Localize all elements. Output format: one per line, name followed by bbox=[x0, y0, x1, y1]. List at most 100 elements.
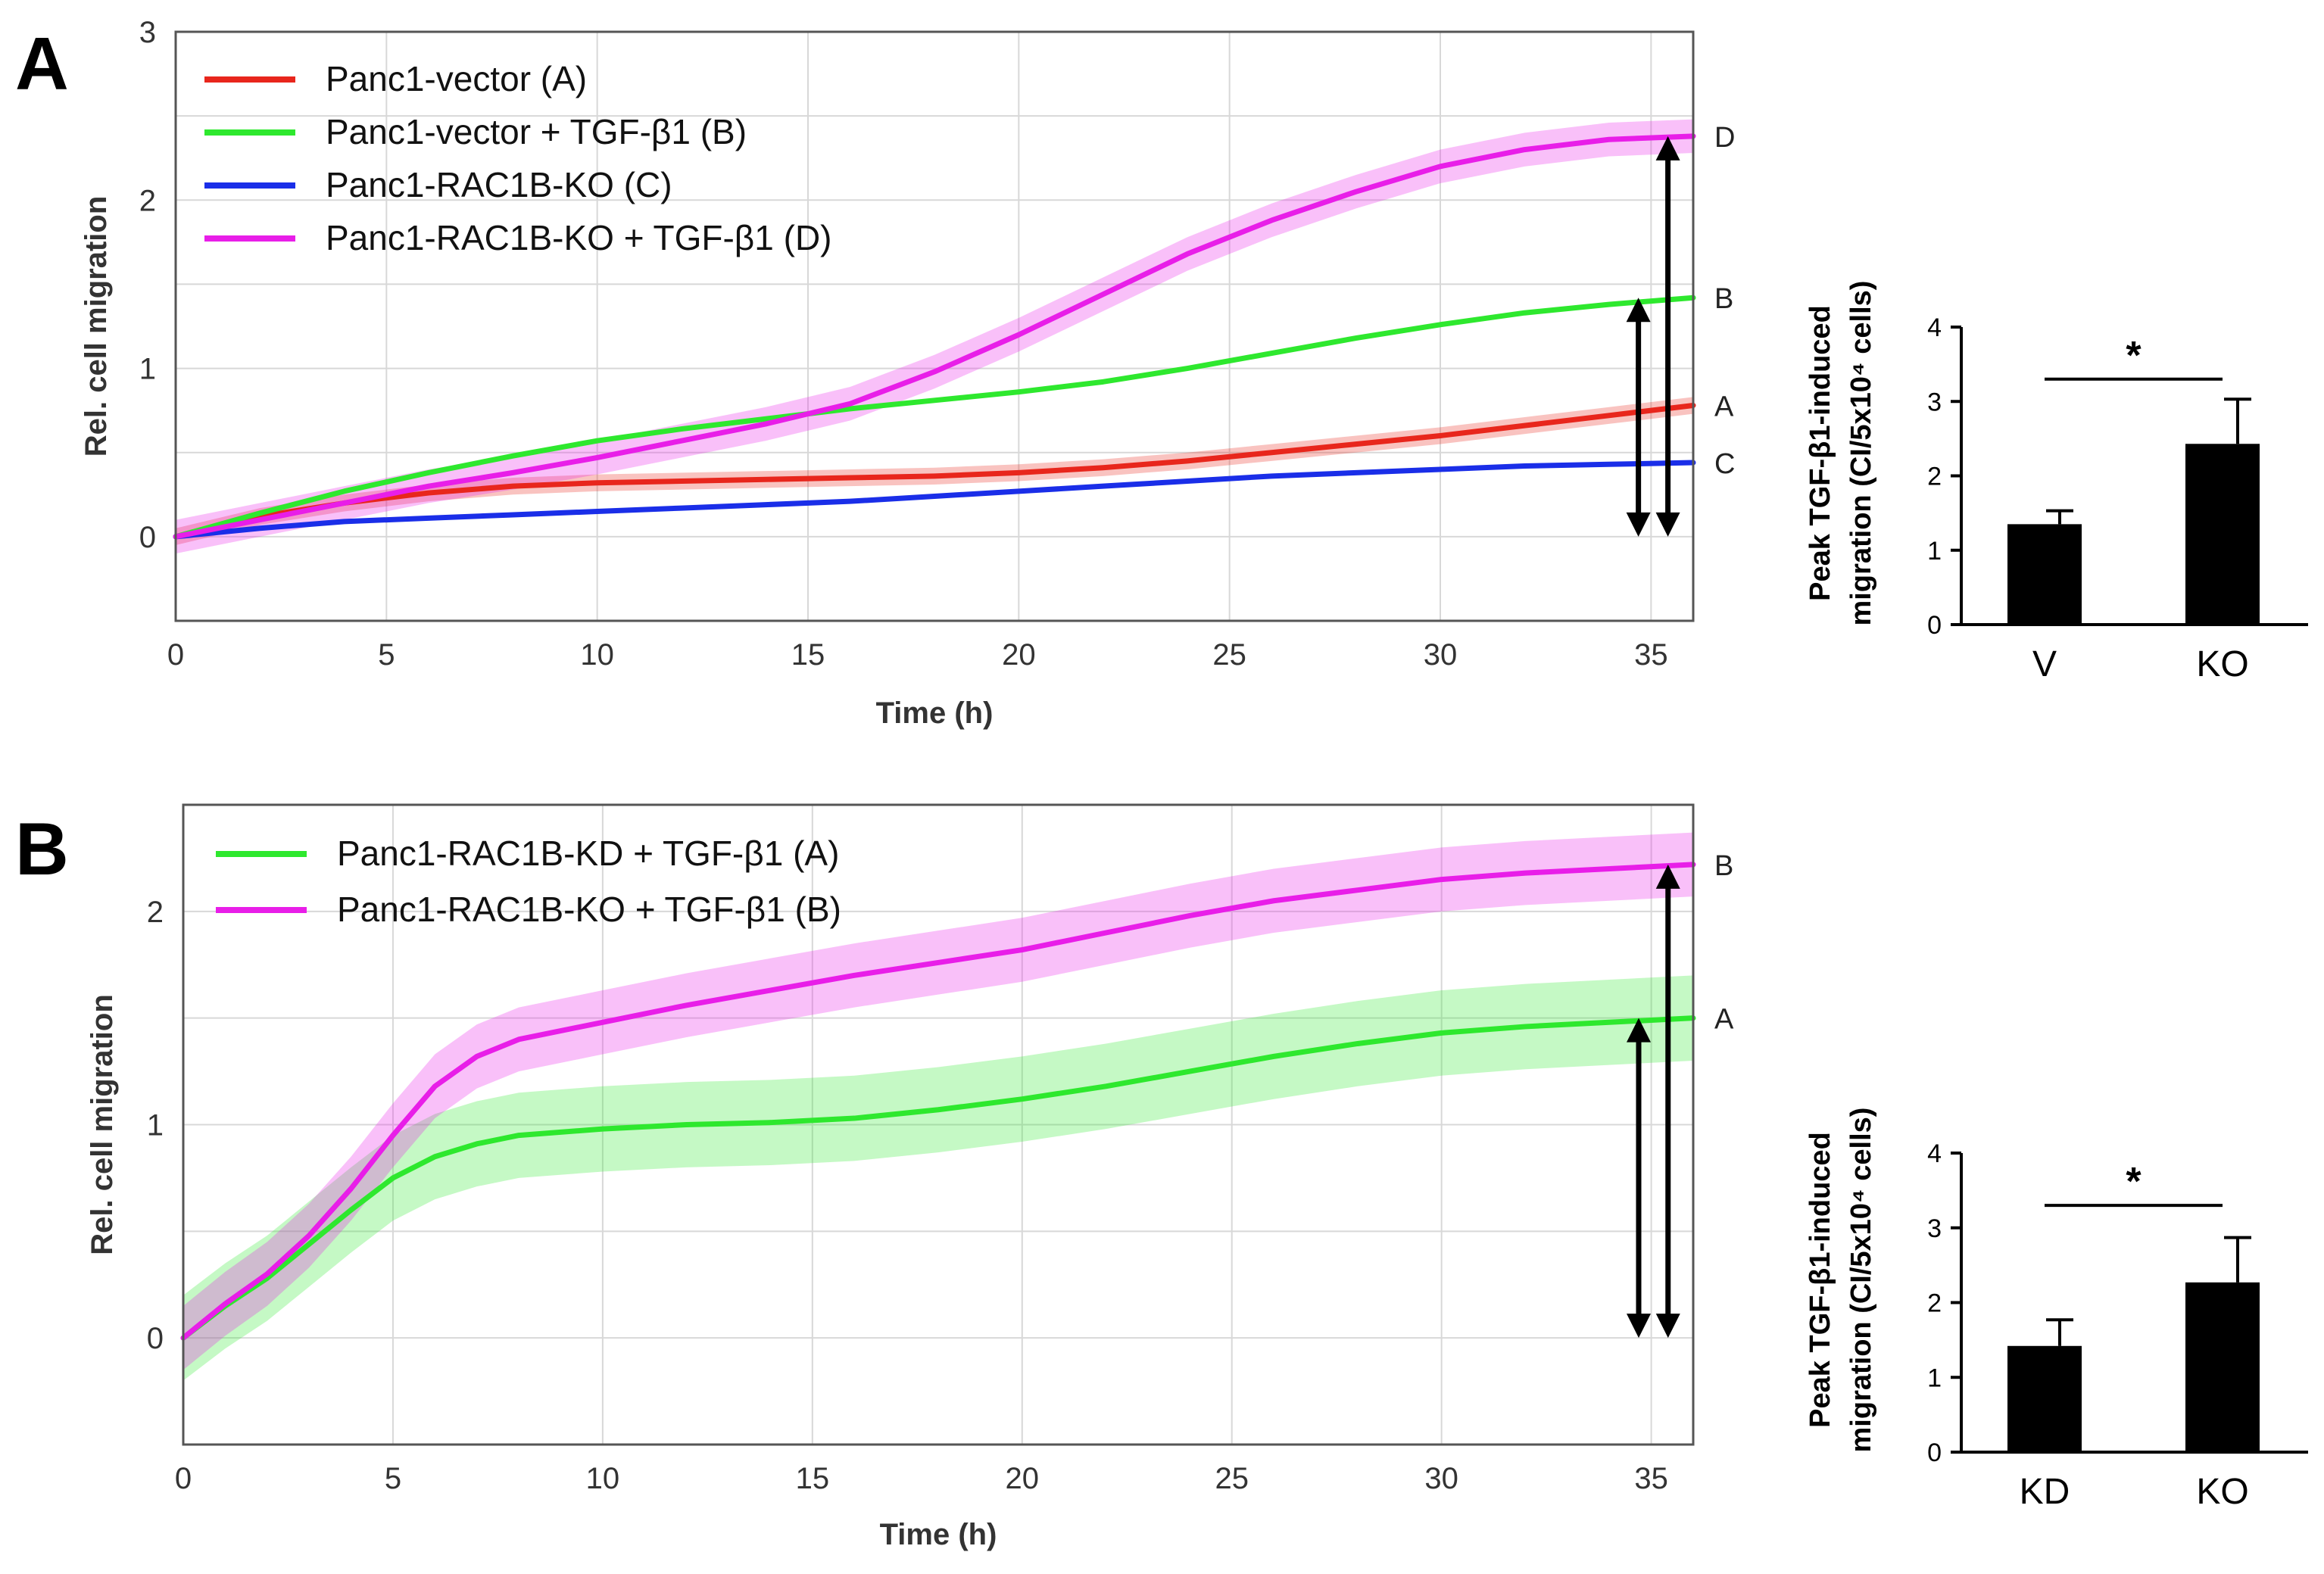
x-tick-labels: 0 5 10 15 20 25 30 35 bbox=[167, 638, 1668, 672]
x-tick-label: 25 bbox=[1215, 1462, 1249, 1495]
series-end-labels: A B C D bbox=[1714, 122, 1735, 480]
error-bands bbox=[183, 832, 1693, 1381]
bar-y-tick-labels: 0 1 2 3 4 bbox=[1927, 1139, 1942, 1467]
bar-category-label: KO bbox=[2196, 644, 2248, 684]
y-tick-label: 1 bbox=[139, 353, 156, 386]
legend: Panc1-vector (A) Panc1-vector + TGF-β1 (B… bbox=[204, 59, 831, 257]
series-lines bbox=[180, 862, 1696, 1341]
x-tick-label: 0 bbox=[175, 1462, 192, 1495]
panel-label: A bbox=[15, 22, 69, 105]
x-tick-label: 20 bbox=[1002, 638, 1036, 672]
error-band bbox=[176, 119, 1693, 554]
bar-chart: 0 1 2 3 4 KD KO * Peak TGF-β1-induced migrati… bbox=[1805, 1108, 2308, 1512]
x-tick-label: 15 bbox=[796, 1462, 830, 1495]
series-line bbox=[180, 862, 1696, 1341]
y-axis-label: Rel. cell migration bbox=[80, 196, 113, 457]
series-line bbox=[173, 295, 1696, 540]
significance-star: * bbox=[2126, 1160, 2142, 1204]
bar-category-label: V bbox=[2032, 644, 2057, 684]
line-chart: 0 5 10 15 20 25 30 35 0 1 2 3 A B C D Panc1-vector (A… bbox=[80, 16, 1735, 730]
legend-label: Panc1-vector + TGF-β1 (B) bbox=[326, 112, 747, 151]
arrow-head-up bbox=[1626, 1018, 1651, 1043]
grid bbox=[175, 31, 1693, 622]
series-line bbox=[173, 133, 1696, 540]
x-axis-label: Time (h) bbox=[880, 1518, 997, 1551]
x-tick-label: 10 bbox=[586, 1462, 620, 1495]
bar-y-tick-label: 0 bbox=[1927, 611, 1942, 640]
y-tick-labels: 0 1 2 bbox=[147, 896, 164, 1355]
bars bbox=[2007, 1236, 2260, 1452]
bar-axes bbox=[1951, 326, 2308, 626]
x-tick-label: 15 bbox=[791, 638, 825, 672]
x-tick-label: 0 bbox=[167, 638, 184, 672]
bar-y-axis-label-line1: Peak TGF-β1-induced bbox=[1805, 305, 1836, 601]
arrow-head-down bbox=[1626, 1314, 1651, 1339]
legend-label: Panc1-RAC1B-KO + TGF-β1 (D) bbox=[326, 218, 831, 257]
series-end-label: C bbox=[1714, 448, 1735, 480]
panel-label: B bbox=[15, 807, 69, 890]
bar bbox=[2185, 1282, 2260, 1452]
bar-y-tick-label: 3 bbox=[1927, 1214, 1942, 1243]
bar-y-axis-label-line2: migration (CI/5x10⁴ cells) bbox=[1845, 281, 1877, 626]
y-tick-label: 3 bbox=[139, 16, 156, 49]
series-end-label: A bbox=[1714, 1004, 1734, 1036]
difference-arrows bbox=[1626, 136, 1680, 537]
y-tick-label: 2 bbox=[147, 896, 164, 929]
arrow-head-up bbox=[1655, 864, 1680, 889]
y-axis-label: Rel. cell migration bbox=[86, 994, 119, 1255]
bar-category-label: KO bbox=[2196, 1472, 2248, 1512]
series-end-label: D bbox=[1714, 122, 1735, 154]
bar-category-label: KD bbox=[2020, 1472, 2070, 1512]
bar-y-tick-label: 4 bbox=[1927, 313, 1942, 342]
x-tick-label: 5 bbox=[378, 638, 395, 672]
x-tick-label: 25 bbox=[1212, 638, 1246, 672]
series-lines bbox=[173, 133, 1696, 540]
bar-axes bbox=[1951, 1152, 2308, 1454]
x-tick-label: 35 bbox=[1634, 1462, 1668, 1495]
bars bbox=[2007, 397, 2260, 625]
bar-y-tick-label: 2 bbox=[1927, 1289, 1942, 1318]
y-tick-label: 0 bbox=[139, 521, 156, 554]
bar-y-tick-label: 2 bbox=[1927, 463, 1942, 491]
significance-bracket: * bbox=[2045, 1160, 2223, 1208]
bar-y-axis-label-line1: Peak TGF-β1-induced bbox=[1805, 1132, 1836, 1428]
series-end-label: B bbox=[1714, 850, 1733, 882]
error-band bbox=[183, 975, 1693, 1381]
legend: Panc1-RAC1B-KD + TGF-β1 (A) Panc1-RAC1B-K… bbox=[216, 834, 841, 929]
legend-label: Panc1-RAC1B-KO + TGF-β1 (B) bbox=[337, 890, 841, 929]
arrow-head-down bbox=[1626, 512, 1651, 537]
bar-category-labels: KD KO bbox=[2020, 1472, 2249, 1512]
bar-y-axis-label-line2: migration (CI/5x10⁴ cells) bbox=[1845, 1108, 1877, 1453]
series-end-label: A bbox=[1714, 391, 1734, 422]
arrow-head-down bbox=[1655, 1314, 1680, 1339]
plot-frame bbox=[174, 30, 1695, 622]
bar-y-tick-label: 1 bbox=[1927, 1364, 1942, 1392]
bar bbox=[2007, 524, 2082, 625]
arrow-head-down bbox=[1655, 512, 1680, 537]
bar bbox=[2007, 1345, 2082, 1452]
x-tick-label: 35 bbox=[1634, 638, 1668, 672]
legend-label: Panc1-RAC1B-KO (C) bbox=[326, 165, 672, 204]
bar-y-tick-labels: 0 1 2 3 4 bbox=[1927, 313, 1942, 640]
significance-star: * bbox=[2126, 334, 2142, 378]
error-band bbox=[176, 397, 1693, 545]
bar-chart: 0 1 2 3 4 V KO * Peak TGF-β1-induced migratio… bbox=[1805, 281, 2308, 684]
legend-label: Panc1-RAC1B-KD + TGF-β1 (A) bbox=[337, 834, 839, 873]
significance-bracket: * bbox=[2045, 334, 2223, 381]
y-tick-label: 2 bbox=[139, 184, 156, 217]
x-tick-label: 5 bbox=[385, 1462, 401, 1495]
difference-arrows bbox=[1626, 864, 1680, 1339]
arrow-head-up bbox=[1655, 136, 1680, 161]
series-line bbox=[173, 460, 1696, 540]
x-tick-label: 30 bbox=[1424, 638, 1458, 672]
arrow-head-up bbox=[1626, 298, 1651, 323]
panel-b: B 0 5 10 15 20 25 30 35 012 AB Panc1-RAC1B-KD +… bbox=[15, 803, 2308, 1551]
bar-y-tick-label: 3 bbox=[1927, 388, 1942, 416]
bar bbox=[2185, 444, 2260, 625]
y-tick-label: 1 bbox=[147, 1109, 164, 1142]
x-tick-label: 30 bbox=[1424, 1462, 1458, 1495]
x-tick-labels: 0 5 10 15 20 25 30 35 bbox=[175, 1462, 1668, 1495]
legend-label: Panc1-vector (A) bbox=[326, 59, 587, 98]
